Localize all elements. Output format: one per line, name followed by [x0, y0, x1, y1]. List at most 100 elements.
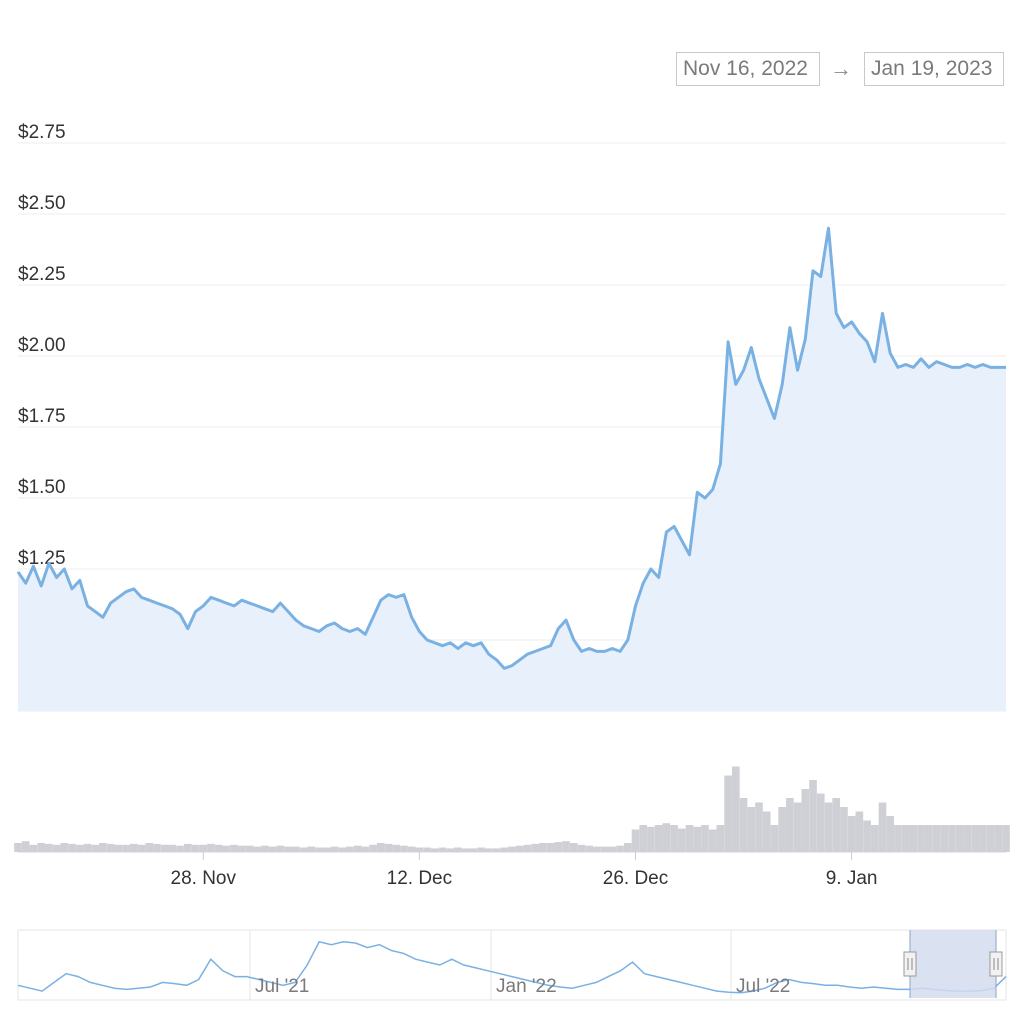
x-tick-label: 28. Nov [171, 868, 237, 889]
volume-bar [554, 842, 563, 852]
volume-bar [330, 846, 339, 852]
volume-bar [454, 847, 462, 852]
volume-bar [338, 847, 347, 852]
volume-bar [708, 829, 717, 852]
volume-bar [546, 843, 555, 852]
volume-bar [168, 844, 177, 852]
volume-bar [384, 843, 393, 852]
volume-bar [971, 825, 979, 852]
y-tick-label: $2.75 [18, 122, 66, 143]
volume-bar [392, 844, 401, 852]
range-arrow-icon: → [830, 56, 852, 81]
x-axis-labels: 28. Nov 12. Dec 26. Dec 9. Jan [171, 852, 878, 889]
volume-bar [21, 841, 30, 852]
volume-bar [623, 843, 632, 852]
range-from-input[interactable]: Nov 16, 2022 [676, 52, 820, 86]
volume-bar [901, 825, 910, 852]
volume-bar [809, 780, 817, 852]
volume-bar [986, 825, 995, 852]
volume-bar [137, 844, 146, 852]
volume-bar [739, 798, 748, 852]
volume-bar [75, 844, 84, 852]
volume-bar [569, 843, 578, 852]
volume-bar [647, 826, 655, 852]
volume-bar [793, 802, 802, 852]
range-to-input[interactable]: Jan 19, 2023 [864, 52, 1004, 86]
volume-bar [207, 843, 215, 852]
volume-bar [979, 825, 987, 852]
navigator-line [17, 940, 1007, 994]
volume-bar [863, 820, 871, 852]
volume-bar [917, 825, 925, 852]
volume-bar [214, 844, 223, 852]
volume-bar [747, 807, 756, 852]
volume-bar [685, 825, 694, 852]
volume-bar [346, 846, 354, 852]
volume-bar [909, 825, 918, 852]
volume-bar [824, 802, 833, 852]
volume-bar [786, 798, 794, 852]
volume-bar [469, 848, 478, 852]
volume-bar [508, 846, 516, 852]
navigator: Jul '21 Jan '22 Jul '22 [17, 929, 1007, 1001]
volume-bar [230, 844, 238, 852]
price-line [16, 226, 1006, 670]
volume-bar [577, 844, 586, 852]
volume-bar [423, 847, 431, 852]
volume-bar [376, 843, 385, 852]
volume-bar [261, 845, 269, 852]
volume-bar [1002, 825, 1010, 852]
volume-bar [238, 845, 246, 852]
navigator-frame [17, 929, 1007, 1001]
volume-bar [361, 846, 370, 852]
navigator-handle-left[interactable] [903, 951, 917, 977]
volume-bar [955, 825, 964, 852]
volume-bar [315, 847, 323, 852]
volume-bar [430, 848, 439, 852]
volume-bar [670, 825, 678, 852]
volume-bar [886, 816, 895, 852]
volume-bar [438, 847, 447, 852]
volume-bar [60, 843, 69, 852]
y-tick-label: $1.25 [18, 548, 66, 569]
volume-bar [407, 846, 416, 852]
volume-bar [894, 825, 902, 852]
volume-bar [37, 843, 45, 852]
volume-bar [994, 825, 1003, 852]
volume-bar [222, 845, 231, 852]
x-tick-label: 26. Dec [603, 868, 668, 889]
volume-bar [832, 798, 841, 852]
volume-bar [99, 843, 107, 852]
volume-bar [153, 843, 161, 852]
volume-bar [693, 826, 702, 852]
navigator-selection[interactable] [910, 930, 996, 998]
volume-bar [52, 844, 61, 852]
volume-bar [369, 844, 377, 852]
volume-bar [129, 843, 138, 852]
navigator-handle-right[interactable] [989, 951, 1003, 977]
volume-bar [268, 846, 277, 852]
volume-bar [585, 845, 594, 852]
volume-bar [639, 825, 648, 852]
volume-bar [176, 845, 184, 852]
volume-bar [446, 848, 455, 852]
volume-bar [500, 847, 509, 852]
volume-bar [515, 845, 524, 852]
volume-bar [292, 846, 300, 852]
volume-bar [701, 825, 709, 852]
volume-bar [778, 807, 786, 852]
volume-bar [608, 846, 617, 852]
volume-bar [492, 848, 501, 852]
navigator-tick-label: Jan '22 [496, 976, 557, 997]
volume-bar [145, 843, 154, 852]
volume-bar [631, 829, 640, 852]
y-tick-label: $1.50 [18, 477, 66, 498]
volume-bar [662, 823, 671, 852]
volume-bar [948, 825, 956, 852]
volume-bar [477, 847, 485, 852]
volume-bar [199, 844, 208, 852]
x-tick-label: 12. Dec [387, 868, 452, 889]
volume-bar [840, 807, 848, 852]
volume-bar [770, 825, 779, 852]
